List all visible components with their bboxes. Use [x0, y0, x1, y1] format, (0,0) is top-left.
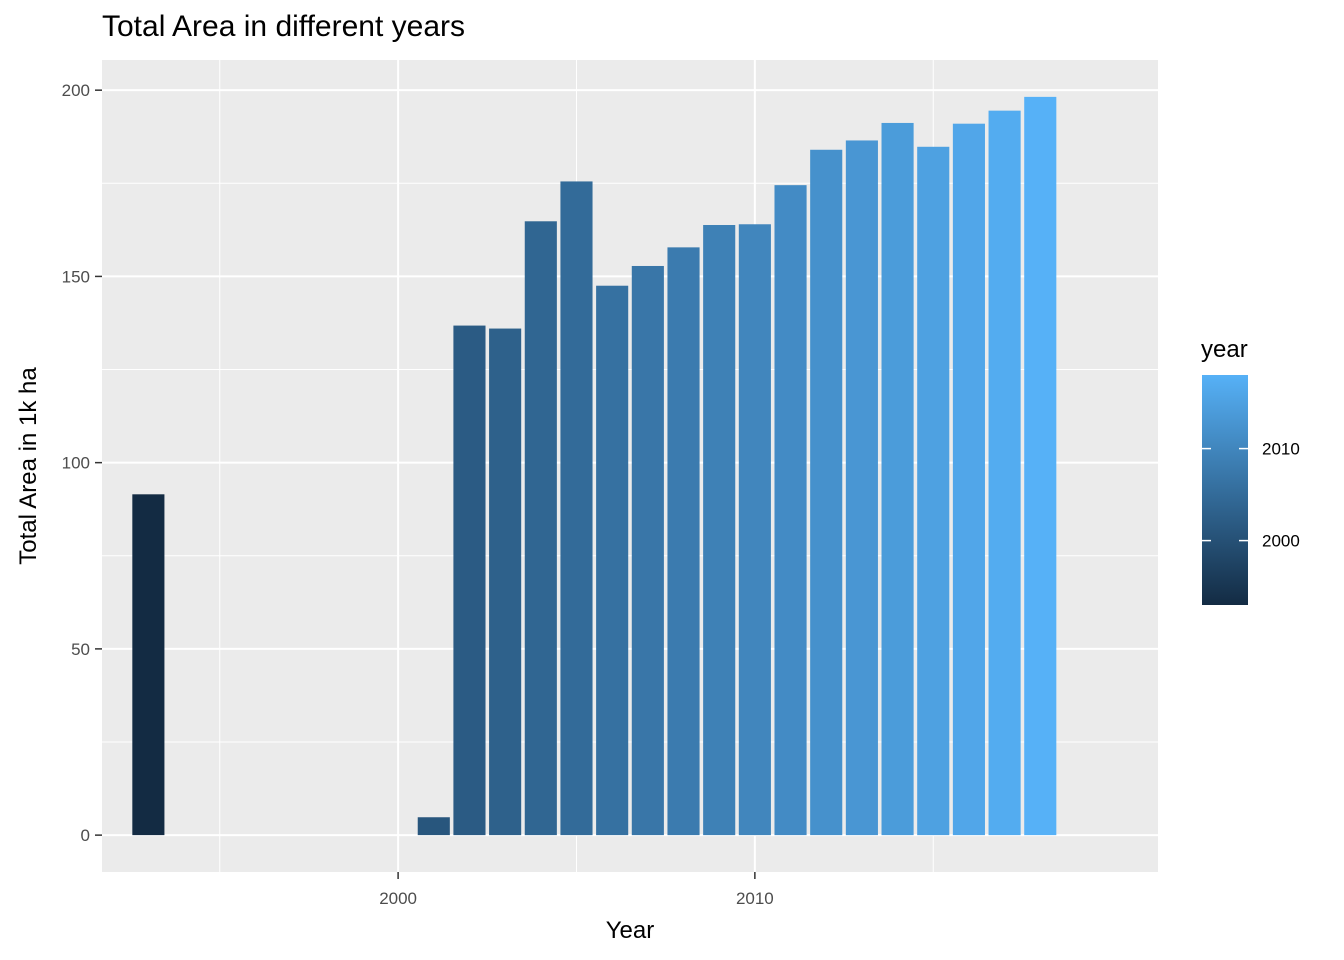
bar-2013 [845, 140, 878, 836]
bar-2006 [596, 285, 629, 836]
x-axis-title: Year [606, 917, 655, 944]
x-tick-label: 2010 [736, 889, 774, 908]
chart-title: Total Area in different years [102, 10, 465, 43]
legend-tick-label: 2010 [1262, 440, 1300, 459]
bar-2008 [667, 247, 700, 836]
legend-title: year [1201, 336, 1248, 363]
bar-2007 [631, 265, 664, 836]
bar-2018 [1024, 96, 1057, 836]
legend-tick-label: 2000 [1262, 532, 1300, 551]
bar-2014 [881, 122, 914, 836]
y-tick-label: 50 [71, 640, 90, 659]
y-tick-label: 150 [62, 267, 90, 286]
legend-colorbar [1202, 375, 1248, 605]
bar-2011 [774, 185, 807, 836]
bar-2015 [917, 146, 950, 836]
y-tick-label: 200 [62, 81, 90, 100]
bar-2010 [738, 224, 771, 836]
bar-2009 [703, 225, 736, 836]
y-axis-title: Total Area in 1k ha [15, 367, 42, 565]
legend: year 2000 2010 [1201, 336, 1300, 605]
bar-2017 [988, 110, 1021, 836]
bar-2012 [810, 149, 843, 836]
bar-2005 [560, 181, 593, 836]
y-axis: 0 50 100 150 200 [62, 81, 102, 845]
bar-2002 [453, 325, 486, 836]
bar-2016 [952, 123, 985, 836]
bar-2004 [524, 221, 557, 836]
x-tick-label: 2000 [379, 889, 417, 908]
x-axis: 2000 2010 [379, 872, 774, 908]
legend-ticks: 2000 2010 [1202, 440, 1300, 551]
bar-1993 [132, 494, 165, 836]
bar-2001 [417, 817, 450, 836]
y-tick-label: 100 [62, 454, 90, 473]
bars [132, 96, 1057, 836]
bar-2003 [489, 328, 522, 836]
y-tick-label: 0 [81, 826, 90, 845]
